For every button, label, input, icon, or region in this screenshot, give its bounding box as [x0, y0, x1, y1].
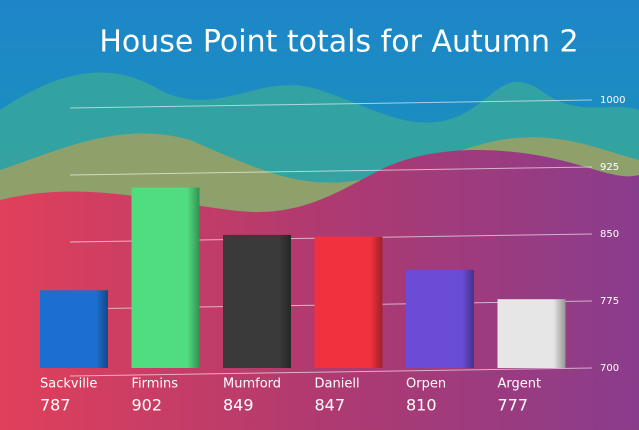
bar-side: [96, 290, 108, 368]
y-tick-label: 700: [600, 363, 619, 374]
y-tick-label: 850: [600, 229, 619, 240]
x-tick-label: Mumford: [223, 377, 281, 392]
x-tick-label: Sackville: [40, 377, 97, 392]
bar-side: [370, 236, 383, 368]
y-tick-label: 1000: [600, 95, 625, 106]
x-tick-label: Firmins: [132, 377, 179, 392]
chart-title: House Point totals for Autumn 2: [99, 25, 578, 60]
bar-side: [462, 269, 474, 368]
grid-line: [69, 166, 593, 176]
bar-side: [553, 299, 566, 368]
y-tick-label: 775: [600, 296, 619, 307]
value-label: 787: [40, 396, 71, 415]
grid-line: [69, 99, 593, 109]
value-label: 902: [132, 396, 163, 415]
grid-line: [69, 367, 593, 377]
value-label: 849: [223, 396, 254, 415]
value-label: 777: [498, 396, 529, 415]
bar-side: [279, 234, 291, 368]
value-label: 810: [406, 396, 437, 415]
x-tick-label: Orpen: [406, 377, 446, 392]
value-label: 847: [315, 396, 346, 415]
x-tick-label: Daniell: [315, 377, 360, 392]
x-tick-label: Argent: [498, 377, 542, 392]
bar-side: [187, 187, 200, 368]
y-tick-label: 925: [600, 162, 619, 173]
